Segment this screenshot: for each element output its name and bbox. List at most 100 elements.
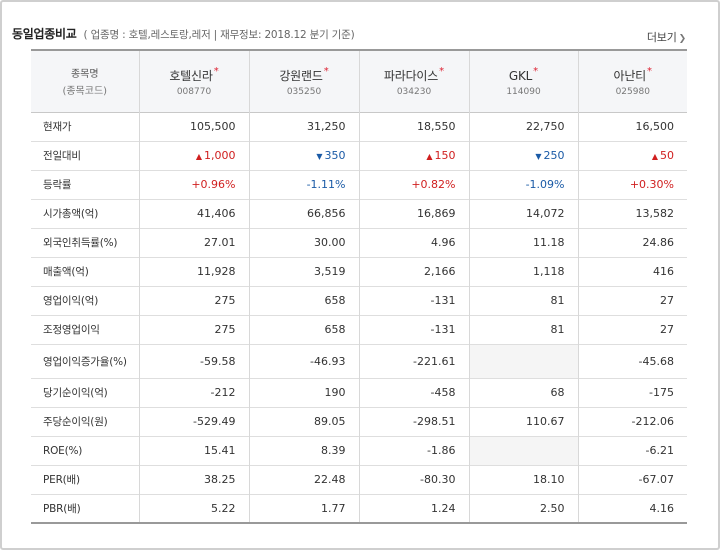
- cell-value: 5.22: [211, 501, 236, 515]
- row-label: 현재가: [43, 121, 72, 133]
- value-cell: 18,550: [358, 112, 469, 141]
- row-label: 시가총액(억): [43, 208, 99, 220]
- star-icon: *: [439, 65, 445, 77]
- value-cell: 4.16: [577, 494, 687, 523]
- table-row: 조정영업이익 275 658 -131 81 27: [31, 315, 687, 344]
- table-row: 전일대비 ▲ 1,000 ▼ 350 ▲ 150 ▼ 250 ▲ 50: [31, 141, 687, 170]
- company-code: 034230: [396, 87, 432, 98]
- table-row: PER(배) 38.25 22.48 -80.30 18.10 -67.07: [31, 465, 687, 494]
- cell-value: 27.01: [204, 236, 236, 249]
- star-icon: *: [533, 65, 539, 77]
- value-cell: 27.01: [138, 228, 249, 257]
- star-icon: *: [323, 65, 329, 77]
- cell-value: 275: [214, 323, 236, 336]
- cell-value: 27: [660, 294, 674, 307]
- value-cell: 41,406: [138, 199, 249, 228]
- value-cell: 5.22: [138, 494, 249, 523]
- cell-value: -1.86: [427, 444, 456, 457]
- value-cell: -212: [138, 378, 249, 407]
- star-icon: *: [213, 65, 219, 77]
- cell-value: 416: [653, 265, 674, 278]
- value-cell: 190: [248, 378, 359, 407]
- table-row: ROE(%) 15.41 8.39 -1.86 -6.21: [31, 436, 687, 465]
- value-cell: -212.06: [577, 407, 687, 436]
- arrow-down-icon: ▼: [316, 152, 323, 161]
- cell-value: 41,406: [197, 207, 236, 220]
- value-cell: +0.82%: [358, 170, 469, 199]
- value-cell: 31,250: [248, 112, 359, 141]
- cell-value: 31,250: [307, 120, 346, 133]
- cell-value: +0.30%: [629, 178, 674, 191]
- company-name[interactable]: 강원랜드: [279, 69, 323, 84]
- table-body: 현재가 105,500 31,250 18,550 22,750 16,500 전일대비 ▲ 1…: [31, 112, 687, 523]
- value-cell: -45.68: [577, 344, 687, 378]
- value-cell: -458: [358, 378, 469, 407]
- cell-value: -67.07: [638, 473, 674, 486]
- value-cell: 275: [138, 286, 249, 315]
- row-label: ROE(%): [43, 444, 83, 457]
- value-cell: [468, 344, 578, 378]
- row-label: 영업이익(억): [43, 295, 99, 307]
- cell-value: -458: [430, 386, 456, 399]
- cell-value: 22.48: [314, 473, 346, 486]
- table-row: 영업이익증가율(%) -59.58 -46.93 -221.61 -45.68: [31, 344, 687, 378]
- row-label: 주당순이익(원): [43, 416, 108, 428]
- value-cell: 13,582: [577, 199, 687, 228]
- value-cell: -221.61: [358, 344, 469, 378]
- cell-value: -80.30: [420, 473, 456, 486]
- value-cell: -80.30: [358, 465, 469, 494]
- value-cell: -59.58: [138, 344, 249, 378]
- value-cell: 11.18: [468, 228, 578, 257]
- value-cell: 416: [577, 257, 687, 286]
- company-name[interactable]: 아난티: [613, 69, 647, 84]
- company-name[interactable]: 호텔신라: [169, 69, 213, 84]
- value-cell: 24.86: [577, 228, 687, 257]
- cell-value: 50: [660, 149, 674, 162]
- compare-table: 종목명 (종목코드) 호텔신라* 008770 강원랜드* 035250 파라다이스…: [31, 49, 687, 524]
- header-label: 종목명: [70, 69, 99, 81]
- row-label: 등락률: [43, 179, 72, 191]
- company-header[interactable]: 강원랜드* 035250: [248, 50, 359, 112]
- value-cell: -1.86: [358, 436, 469, 465]
- value-cell: 1.77: [248, 494, 359, 523]
- cell-value: 30.00: [314, 236, 346, 249]
- row-label: 외국인취득률(%): [43, 237, 118, 249]
- arrow-up-icon: ▲: [651, 152, 658, 161]
- cell-value: -298.51: [413, 415, 456, 428]
- value-cell: 68: [468, 378, 578, 407]
- panel-header: 동일업종비교 ( 업종명 : 호텔,레스토랑,레저 | 재무정보: 2018.1…: [12, 23, 692, 53]
- cell-value: 1.24: [431, 501, 456, 515]
- cell-value: +0.82%: [411, 178, 456, 191]
- cell-value: -45.68: [638, 354, 674, 368]
- company-header[interactable]: 파라다이스* 034230: [358, 50, 469, 112]
- cell-value: 658: [324, 294, 346, 307]
- value-cell: 8.39: [248, 436, 359, 465]
- cell-value: -6.21: [645, 444, 674, 457]
- table-header-row: 종목명 (종목코드) 호텔신라* 008770 강원랜드* 035250 파라다이스…: [31, 50, 687, 112]
- table-row: 외국인취득률(%) 27.01 30.00 4.96 11.18 24.86: [31, 228, 687, 257]
- company-header[interactable]: 호텔신라* 008770: [138, 50, 249, 112]
- cell-value: -212: [210, 386, 236, 399]
- cell-value: -1.11%: [306, 178, 346, 191]
- value-cell: 66,856: [248, 199, 359, 228]
- company-header[interactable]: GKL* 114090: [468, 50, 578, 112]
- value-cell: 3,519: [248, 257, 359, 286]
- value-cell: 22.48: [248, 465, 359, 494]
- cell-value: 22,750: [526, 120, 565, 133]
- value-cell: ▲ 50: [577, 141, 687, 170]
- company-header[interactable]: 아난티* 025980: [577, 50, 687, 112]
- company-code: 008770: [176, 87, 212, 98]
- cell-value: -221.61: [413, 354, 456, 368]
- more-link[interactable]: 더보기 ❯: [647, 29, 686, 45]
- cell-value: 4.96: [431, 236, 456, 249]
- cell-value: 13,582: [635, 207, 675, 220]
- cell-value: 275: [214, 294, 236, 307]
- value-cell: 15.41: [138, 436, 249, 465]
- value-cell: [468, 436, 578, 465]
- value-cell: ▲ 1,000: [138, 141, 249, 170]
- company-name[interactable]: GKL: [508, 69, 533, 84]
- cell-value: -131: [430, 294, 456, 307]
- value-cell: 27: [577, 315, 687, 344]
- company-name[interactable]: 파라다이스: [383, 69, 439, 84]
- cell-value: 2.50: [540, 501, 565, 515]
